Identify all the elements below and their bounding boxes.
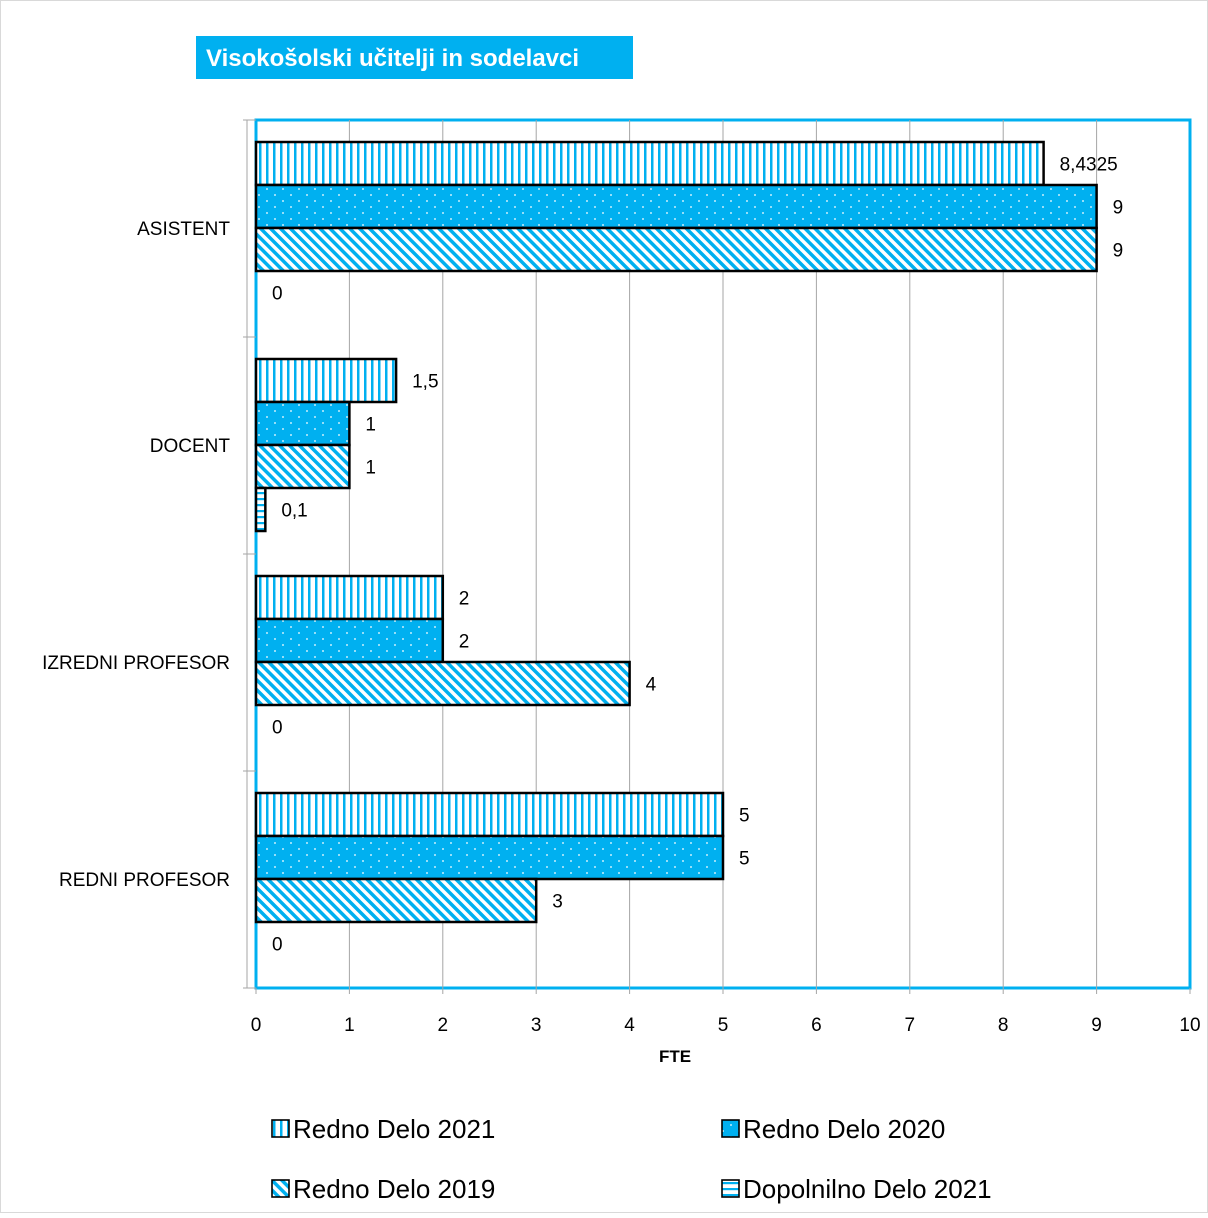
category-label: REDNI PROFESOR xyxy=(59,870,230,891)
legend-item: Redno Delo 2019 xyxy=(271,1174,495,1204)
bar xyxy=(254,834,725,881)
legend-label: Redno Delo 2019 xyxy=(293,1174,495,1204)
chart-title: Visokošolski učitelji in sodelavci xyxy=(196,36,633,79)
bar xyxy=(254,877,538,924)
bar xyxy=(254,617,445,664)
legend-label: Dopolnilno Delo 2021 xyxy=(743,1174,992,1204)
bars xyxy=(254,140,1098,924)
bar xyxy=(254,140,1045,187)
data-label: 1 xyxy=(365,415,376,436)
data-label: 2 xyxy=(459,632,470,653)
legend-swatch xyxy=(721,1179,740,1198)
legend: Redno Delo 2021 Redno Delo 2020 Redno Delo… xyxy=(271,1114,992,1204)
data-label: 0 xyxy=(272,935,283,956)
data-label: 5 xyxy=(739,806,750,827)
data-label: 1 xyxy=(365,458,376,479)
legend-item: Dopolnilno Delo 2021 xyxy=(721,1174,992,1204)
x-tick-label: 10 xyxy=(1179,1015,1200,1036)
x-tick-label: 7 xyxy=(905,1015,916,1036)
bar xyxy=(254,574,445,621)
data-label: 1,5 xyxy=(412,372,438,393)
category-label: ASISTENT xyxy=(137,219,230,240)
chart-title-text: Visokošolski učitelji in sodelavci xyxy=(206,45,579,72)
bar xyxy=(254,226,1098,273)
x-tick-label: 5 xyxy=(718,1015,729,1036)
x-tick-label: 9 xyxy=(1091,1015,1102,1036)
chart-title-background xyxy=(196,36,633,79)
x-tick-label: 0 xyxy=(251,1015,262,1036)
category-label: DOCENT xyxy=(150,436,231,457)
bar xyxy=(254,443,351,490)
bar xyxy=(254,791,725,838)
data-label: 5 xyxy=(739,849,750,870)
data-labels: 8,4325 9 9 0 1,5 1 1 0,1 2 2 4 0 5 5 3 0 xyxy=(272,155,1123,956)
data-label: 0,1 xyxy=(281,501,307,522)
legend-item: Redno Delo 2021 xyxy=(271,1114,495,1144)
x-axis-title: FTE xyxy=(659,1047,691,1066)
data-label: 0 xyxy=(272,284,283,305)
x-tick-label: 3 xyxy=(531,1015,542,1036)
data-label: 9 xyxy=(1113,241,1124,262)
bar xyxy=(254,400,351,447)
x-tick-label: 8 xyxy=(998,1015,1009,1036)
legend-swatch xyxy=(271,1119,290,1138)
legend-label: Redno Delo 2020 xyxy=(743,1114,945,1144)
bar xyxy=(254,486,267,533)
legend-label: Redno Delo 2021 xyxy=(293,1114,495,1144)
x-tick-label: 1 xyxy=(344,1015,355,1036)
x-tick-label: 6 xyxy=(811,1015,822,1036)
data-label: 8,4325 xyxy=(1060,155,1118,176)
category-label: IZREDNI PROFESOR xyxy=(42,653,230,674)
legend-swatch xyxy=(721,1119,740,1138)
data-label: 0 xyxy=(272,718,283,739)
x-tick-label: 2 xyxy=(438,1015,449,1036)
bar xyxy=(254,183,1098,230)
bar xyxy=(254,660,631,707)
legend-item: Redno Delo 2020 xyxy=(721,1114,945,1144)
legend-swatch xyxy=(271,1179,290,1198)
data-label: 4 xyxy=(646,675,657,696)
bar xyxy=(254,357,398,404)
data-label: 3 xyxy=(552,892,563,913)
data-label: 2 xyxy=(459,589,470,610)
x-tick-label: 4 xyxy=(624,1015,635,1036)
data-label: 9 xyxy=(1113,198,1124,219)
